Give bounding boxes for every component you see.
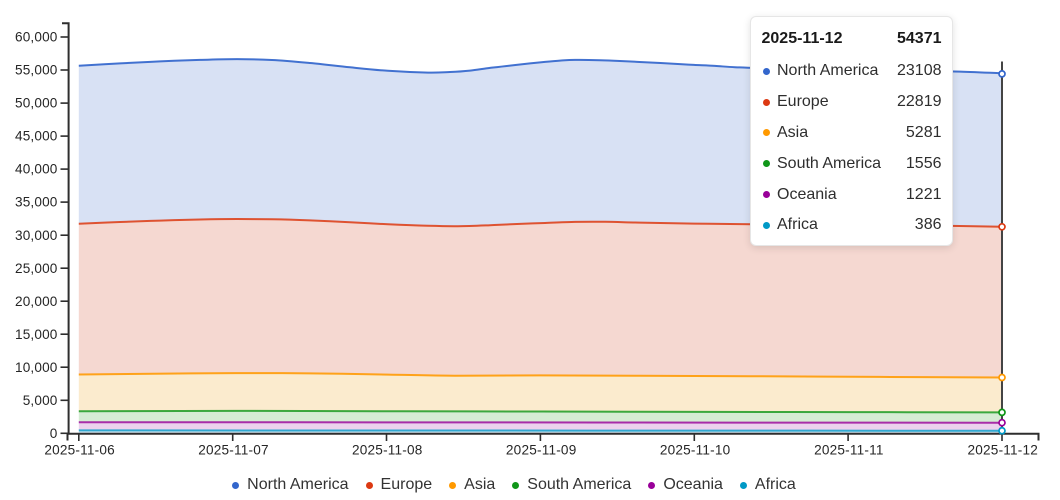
svg-text:5,000: 5,000 xyxy=(23,393,58,408)
svg-text:60,000: 60,000 xyxy=(15,30,58,45)
svg-text:30,000: 30,000 xyxy=(15,228,58,243)
svg-text:2025-11-09: 2025-11-09 xyxy=(506,443,577,458)
svg-text:0: 0 xyxy=(50,426,58,441)
svg-text:2025-11-08: 2025-11-08 xyxy=(352,443,423,458)
svg-text:40,000: 40,000 xyxy=(15,162,58,177)
svg-text:25,000: 25,000 xyxy=(15,261,58,276)
svg-text:2025-11-11: 2025-11-11 xyxy=(814,443,884,458)
svg-text:35,000: 35,000 xyxy=(15,195,58,210)
svg-text:2025-11-12: 2025-11-12 xyxy=(968,443,1039,458)
svg-text:10,000: 10,000 xyxy=(15,360,58,375)
svg-text:2025-11-07: 2025-11-07 xyxy=(198,443,269,458)
svg-text:2025-11-10: 2025-11-10 xyxy=(660,443,731,458)
svg-text:45,000: 45,000 xyxy=(15,129,58,144)
svg-text:55,000: 55,000 xyxy=(15,63,58,78)
svg-text:20,000: 20,000 xyxy=(15,294,58,309)
svg-text:2025-11-06: 2025-11-06 xyxy=(44,443,115,458)
svg-text:15,000: 15,000 xyxy=(15,327,58,342)
svg-text:50,000: 50,000 xyxy=(15,96,58,111)
